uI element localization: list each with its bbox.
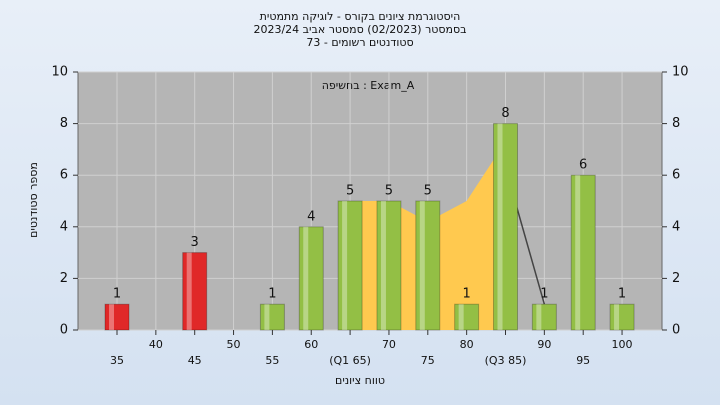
x-tick-label: (Q3 85)	[485, 354, 527, 367]
x-tick-label: 90	[537, 338, 551, 351]
bar	[376, 200, 402, 331]
x-tick-label: 100	[612, 338, 633, 351]
y-tick-label: 10	[51, 65, 68, 80]
data-label: 1	[113, 287, 121, 302]
chart-title: היסטוגרמת ציונים בקורס - לוגיקה מתמטית	[260, 10, 461, 23]
y-tick-label: 8	[60, 116, 68, 131]
y2-tick-label: 2	[672, 271, 680, 286]
data-label: 5	[385, 184, 393, 199]
x-tick-label: 75	[421, 354, 435, 367]
bar	[298, 226, 324, 331]
y-tick-label: 6	[60, 168, 68, 183]
bar-highlight	[419, 201, 425, 330]
bar	[609, 303, 635, 331]
bar-highlight	[186, 252, 192, 330]
bar	[337, 200, 363, 331]
data-label: 3	[191, 235, 199, 250]
data-label: 1	[463, 287, 471, 302]
bar-highlight	[380, 201, 386, 330]
y2-tick-label: 4	[672, 219, 680, 234]
bar	[259, 303, 285, 331]
bar	[531, 303, 557, 331]
x-tick-label: (Q1 65)	[329, 354, 371, 367]
x-tick-label: 35	[110, 354, 124, 367]
bar-highlight	[536, 304, 542, 330]
y2-tick-label: 0	[672, 323, 680, 338]
bar-highlight	[458, 304, 464, 330]
chart-subtitle: בסמסטר (02/2023) סמסטר אביב 2023/24	[253, 23, 466, 36]
x-tick-label: 45	[188, 354, 202, 367]
x-tick-label: 40	[149, 338, 163, 351]
bar-highlight	[264, 304, 270, 330]
bar-highlight	[497, 123, 503, 330]
y-axis-label: מספר סטודנטים	[27, 162, 40, 238]
data-label: 6	[579, 158, 587, 173]
bar-highlight	[342, 201, 348, 330]
y2-tick-label: 8	[672, 116, 680, 131]
chart-subtitle: סטודנטים רשומים - 73	[306, 36, 413, 49]
annotation: בחשיפה : Exam_A	[322, 79, 415, 92]
x-axis-label: טווח ציונים	[335, 374, 385, 387]
data-label: 5	[424, 184, 432, 199]
bar	[182, 252, 208, 331]
bar	[570, 174, 596, 331]
y-tick-label: 4	[60, 219, 68, 234]
y2-tick-label: 6	[672, 168, 680, 183]
bar-highlight	[303, 226, 309, 330]
x-tick-label: 80	[460, 338, 474, 351]
x-tick-label: 95	[576, 354, 590, 367]
bar	[454, 303, 480, 331]
bar	[104, 303, 130, 331]
y-tick-label: 0	[60, 323, 68, 338]
data-label: 1	[268, 287, 276, 302]
data-label: 8	[501, 106, 509, 121]
x-tick-label: 60	[304, 338, 318, 351]
data-label: 1	[618, 287, 626, 302]
y2-tick-label: 10	[672, 65, 689, 80]
data-label: 1	[540, 287, 548, 302]
bar-highlight	[109, 304, 114, 330]
bar-highlight	[614, 304, 620, 330]
x-tick-label: 50	[227, 338, 241, 351]
x-tick-label: 55	[265, 354, 279, 367]
bar	[415, 200, 441, 331]
bar-highlight	[575, 175, 581, 330]
y-tick-label: 2	[60, 271, 68, 286]
bar	[493, 123, 518, 331]
data-label: 4	[307, 209, 315, 224]
x-tick-label: 70	[382, 338, 396, 351]
data-label: 5	[346, 184, 354, 199]
